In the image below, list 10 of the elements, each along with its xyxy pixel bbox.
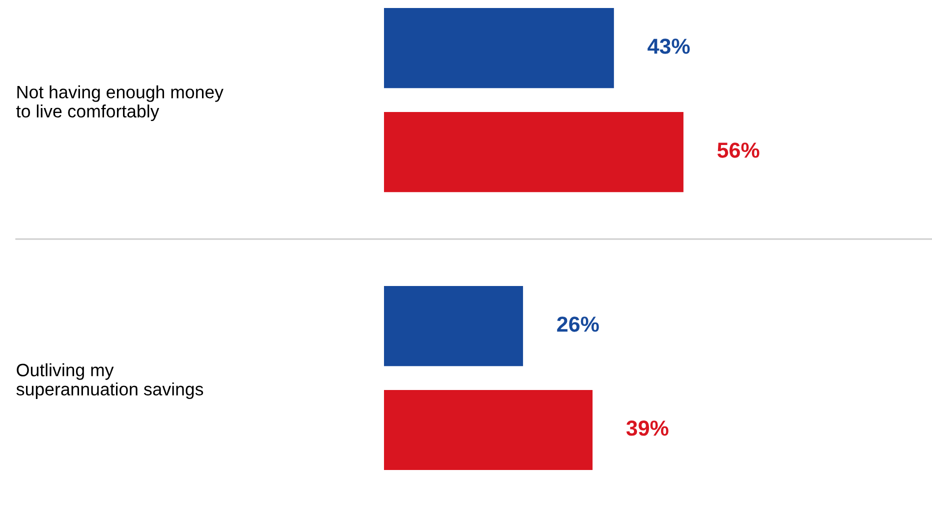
- bar: [384, 286, 524, 366]
- data-label: 39%: [626, 420, 668, 436]
- data-label: 56%: [717, 142, 760, 158]
- data-label: 43%: [648, 38, 690, 54]
- data-label: 26%: [557, 316, 599, 332]
- y-tick-label: Not having enough money to live comfortably: [16, 85, 224, 122]
- bar: [384, 8, 614, 88]
- bar: [384, 112, 684, 192]
- bar: [384, 390, 593, 470]
- y-tick-label: Outliving my superannuation savings: [16, 363, 204, 400]
